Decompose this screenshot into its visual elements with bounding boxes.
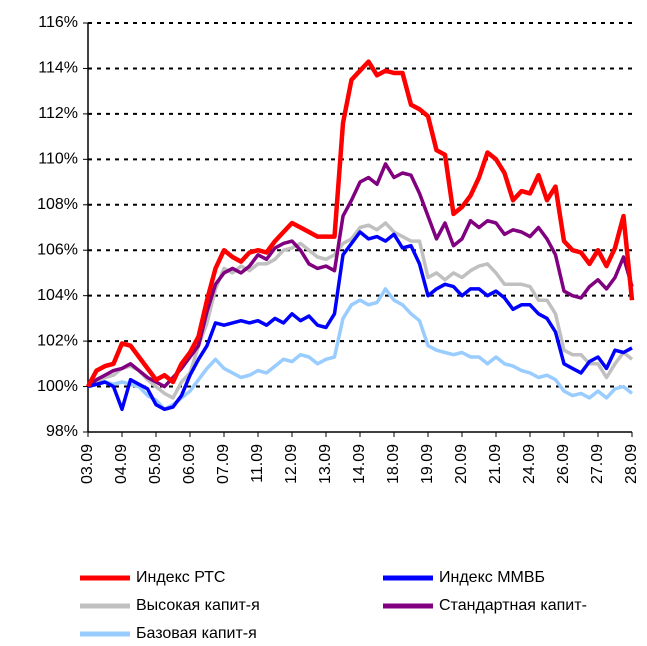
x-tick-label: 26.09 bbox=[555, 444, 572, 484]
x-tick-label: 03.09 bbox=[79, 444, 96, 484]
y-tick-label: 114% bbox=[38, 60, 78, 77]
y-tick-label: 100% bbox=[37, 378, 78, 395]
x-tick-label: 28.09 bbox=[623, 444, 640, 484]
x-tick-label: 18.09 bbox=[385, 444, 402, 484]
y-tick-label: 106% bbox=[37, 241, 78, 258]
x-tick-label: 11.09 bbox=[249, 444, 266, 483]
legend-label: Базовая капит-я bbox=[136, 625, 257, 642]
y-tick-label: 108% bbox=[37, 196, 78, 213]
legend-label: Стандартная капит- bbox=[439, 597, 587, 614]
y-tick-label: 104% bbox=[37, 287, 78, 304]
x-tick-label: 24.09 bbox=[521, 444, 538, 484]
y-tick-label: 112% bbox=[38, 105, 78, 122]
y-tick-label: 110% bbox=[38, 151, 78, 168]
legend-label: Индекс ММВБ bbox=[439, 569, 545, 586]
x-tick-label: 07.09 bbox=[215, 444, 232, 484]
x-tick-label: 27.09 bbox=[589, 444, 606, 484]
x-tick-label: 04.09 bbox=[113, 444, 130, 484]
legend-label: Высокая капит-я bbox=[136, 597, 260, 614]
x-tick-label: 20.09 bbox=[453, 444, 470, 484]
y-tick-label: 102% bbox=[37, 332, 78, 349]
series-line bbox=[86, 59, 635, 388]
y-tick-label: 116% bbox=[38, 14, 78, 31]
x-tick-label: 13.09 bbox=[317, 444, 334, 484]
x-tick-label: 06.09 bbox=[181, 444, 198, 484]
legend-label: Индекс РТС bbox=[136, 569, 225, 586]
x-tick-label: 19.09 bbox=[419, 444, 436, 484]
x-tick-label: 14.09 bbox=[351, 444, 368, 484]
y-tick-label: 98% bbox=[46, 423, 78, 440]
series-line bbox=[87, 230, 633, 412]
series-line bbox=[87, 221, 634, 400]
x-tick-label: 12.09 bbox=[283, 444, 300, 484]
x-tick-label: 05.09 bbox=[147, 444, 164, 484]
x-tick-label: 21.09 bbox=[487, 444, 504, 484]
